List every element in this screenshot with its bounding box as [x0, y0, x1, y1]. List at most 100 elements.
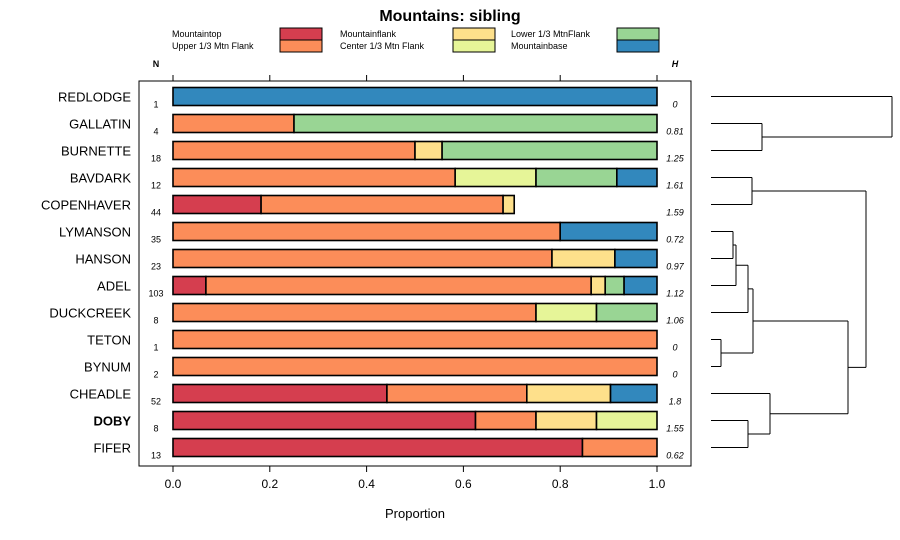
category-label: BAVDARK [70, 171, 131, 186]
h-column: 0 0.81 1.25 1.61 1.59 0.72 0.97 1.12 1.06 0 0 1.8 1.… [666, 100, 685, 461]
bar-segment [535, 167, 618, 188]
bar-row-teton [172, 329, 658, 350]
bar-row-bynum [172, 356, 658, 377]
category-label: LYMANSON [59, 225, 131, 240]
bar-segment [454, 167, 537, 188]
category-labels: REDLODGE GALLATIN BURNETTE BAVDARK COPENHAVE… [41, 90, 131, 456]
h-value: 0.72 [666, 235, 684, 245]
legend-label: Mountainflank [340, 29, 397, 39]
legend-swatch [279, 27, 323, 41]
bar-segment [604, 275, 625, 296]
dendrogram-branch [711, 339, 722, 367]
bar-row-copenhaver [172, 194, 516, 215]
plot-border [138, 80, 692, 467]
n-value: 12 [151, 181, 161, 191]
bar-segment [595, 302, 658, 323]
bar-row-doby [172, 410, 658, 431]
bar-segment [441, 140, 658, 161]
category-label: COPENHAVER [41, 198, 131, 213]
bar-segment [623, 275, 658, 296]
category-label: BURNETTE [61, 144, 131, 159]
dendrogram-branch [711, 96, 893, 138]
dendrogram-branch [752, 190, 867, 368]
plot-area [138, 80, 692, 467]
dendrogram-branch [753, 320, 849, 415]
legend-item: Upper 1/3 Mtn Flank [172, 39, 323, 53]
h-value: 0.97 [666, 262, 685, 272]
h-value: 0.62 [666, 451, 684, 461]
n-value: 8 [153, 316, 158, 326]
h-value: 0.81 [666, 127, 684, 137]
bar-segment [172, 113, 295, 134]
bar-row-burnette [172, 140, 658, 161]
dendrogram-branch [711, 123, 763, 151]
bar-segment [172, 167, 456, 188]
bar-segment [172, 221, 562, 242]
n-column-header: N [153, 59, 160, 69]
n-value: 1 [153, 100, 158, 110]
x-axis: 0.0 0.2 0.4 0.6 0.8 1.0 [165, 75, 666, 491]
category-label: DUCKCREEK [49, 306, 131, 321]
x-tick-label: 0.2 [261, 477, 278, 491]
x-tick-label: 0.8 [552, 477, 569, 491]
bar-segment [172, 194, 262, 215]
bar-segment [205, 275, 592, 296]
category-label: REDLODGE [58, 90, 131, 105]
bar-segment [590, 275, 607, 296]
legend: Mountaintop Upper 1/3 Mtn Flank Mountainfl… [172, 27, 660, 53]
legend-swatch [452, 27, 496, 41]
h-value: 1.06 [666, 316, 684, 326]
bar-segment [581, 437, 658, 458]
dendrogram-branch [711, 393, 771, 435]
n-value: 35 [151, 235, 161, 245]
bar-segment [559, 221, 658, 242]
legend-item: Mountaintop [172, 27, 323, 41]
bar-segment [609, 383, 658, 404]
h-value: 1.25 [666, 154, 685, 164]
x-tick-label: 1.0 [649, 477, 666, 491]
h-column-header: H [672, 59, 679, 69]
legend-item: Center 1/3 Mtn Flank [340, 39, 496, 53]
legend-swatch [616, 27, 660, 41]
h-value: 0 [672, 370, 677, 380]
bars [172, 86, 658, 458]
bar-segment [172, 302, 537, 323]
legend-swatch [452, 39, 496, 53]
bar-segment [172, 437, 584, 458]
n-value: 1 [153, 343, 158, 353]
category-label: BYNUM [84, 360, 131, 375]
legend-label: Mountainbase [511, 41, 568, 51]
bar-segment [293, 113, 658, 134]
h-value: 1.59 [666, 208, 684, 218]
legend-label: Center 1/3 Mtn Flank [340, 41, 425, 51]
bar-segment [414, 140, 443, 161]
dendrogram-branch [711, 244, 737, 286]
bar-segment [172, 383, 388, 404]
n-value: 44 [151, 208, 161, 218]
legend-item: Lower 1/3 MtnFlank [511, 27, 660, 41]
x-tick-label: 0.4 [358, 477, 375, 491]
h-value: 1.12 [666, 289, 684, 299]
dendrogram-branch [711, 177, 753, 205]
bar-segment [172, 410, 477, 431]
bar-segment [172, 275, 207, 296]
h-value: 1.55 [666, 424, 685, 434]
bar-segment [595, 410, 658, 431]
h-value: 0 [672, 343, 677, 353]
bar-row-bavdark [172, 167, 658, 188]
bar-row-adel [172, 275, 658, 296]
dendrogram [711, 96, 893, 448]
bar-segment [526, 383, 612, 404]
bar-segment [172, 356, 658, 377]
legend-label: Lower 1/3 MtnFlank [511, 29, 591, 39]
n-value: 23 [151, 262, 161, 272]
n-value: 13 [151, 451, 161, 461]
dendrogram-branch [711, 264, 749, 313]
legend-item: Mountainbase [511, 39, 660, 53]
category-label: HANSON [75, 252, 131, 267]
category-label: GALLATIN [69, 117, 131, 132]
n-value: 2 [153, 370, 158, 380]
n-value: 18 [151, 154, 161, 164]
